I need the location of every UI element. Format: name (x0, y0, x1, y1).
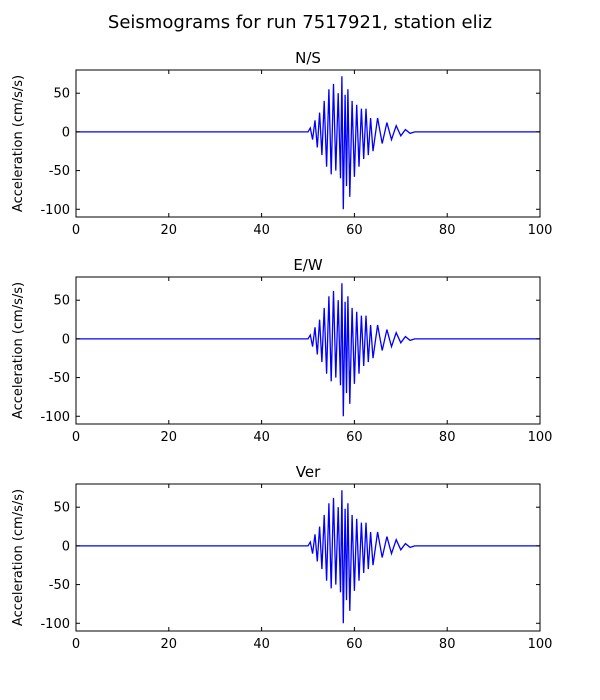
x-tick-label: 80 (439, 637, 456, 652)
y-tick-label: -100 (40, 617, 70, 632)
x-tick-label: 60 (346, 637, 363, 652)
x-tick-label: 60 (346, 223, 363, 238)
subplot-title: E/W (293, 256, 323, 274)
y-tick-label: 50 (53, 501, 70, 516)
axes-frame (75, 483, 541, 632)
x-tick-label: 0 (72, 223, 80, 238)
y-axis-label: Acceleration (cm/s/s) (11, 282, 26, 419)
subplot-title: N/S (295, 49, 321, 67)
x-tick-label: 100 (528, 637, 553, 652)
x-tick-label: 80 (439, 430, 456, 445)
y-tick-label: 50 (53, 87, 70, 102)
axes-frame (75, 69, 541, 218)
figure-title: Seismograms for run 7517921, station eli… (108, 12, 492, 33)
x-tick-label: 40 (253, 637, 270, 652)
axes-frame (75, 276, 541, 425)
x-tick-label: 20 (161, 223, 178, 238)
y-tick-label: 0 (62, 539, 70, 554)
x-tick-label: 20 (161, 637, 178, 652)
y-tick-label: 50 (53, 294, 70, 309)
x-tick-label: 0 (72, 430, 80, 445)
x-tick-label: 40 (253, 430, 270, 445)
x-tick-label: 20 (161, 430, 178, 445)
x-tick-label: 60 (346, 430, 363, 445)
y-tick-label: -50 (49, 371, 70, 386)
y-tick-label: -50 (49, 164, 70, 179)
x-tick-label: 0 (72, 637, 80, 652)
subplot-title: Ver (296, 463, 321, 481)
seismogram-trace (76, 490, 540, 624)
y-tick-label: 0 (62, 125, 70, 140)
x-tick-label: 100 (528, 223, 553, 238)
x-tick-label: 100 (528, 430, 553, 445)
seismogram-trace (76, 283, 540, 417)
y-tick-label: 0 (62, 332, 70, 347)
y-axis-label: Acceleration (cm/s/s) (11, 75, 26, 212)
seismogram-trace (76, 76, 540, 210)
x-tick-label: 80 (439, 223, 456, 238)
y-tick-label: -100 (40, 410, 70, 425)
x-tick-label: 40 (253, 223, 270, 238)
y-axis-label: Acceleration (cm/s/s) (11, 489, 26, 626)
y-tick-label: -50 (49, 578, 70, 593)
y-tick-label: -100 (40, 203, 70, 218)
